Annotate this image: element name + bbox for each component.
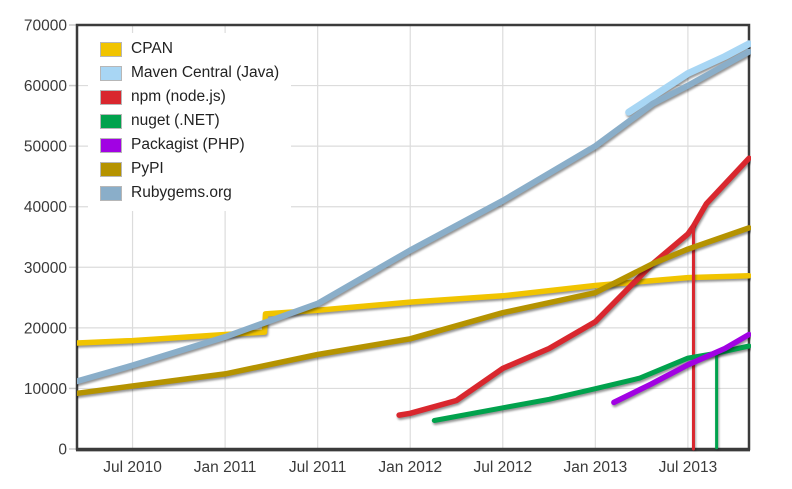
series-line-npm-node-js [396,155,751,418]
x-axis-tick-label: Jul 2012 [473,459,532,476]
legend: CPAN Maven Central (Java) npm (node.js) … [88,33,292,211]
cpan-swatch-icon [100,41,122,57]
rubygems-swatch-icon [100,185,122,201]
x-axis-tick-label: Jan 2012 [378,459,442,476]
y-axis-tick-label: 40000 [24,199,67,216]
legend-item-npm: npm (node.js) [100,85,279,109]
y-axis-tick-label: 70000 [24,18,67,35]
legend-label: Maven Central (Java) [131,64,280,81]
series-line-rubygems-org [77,48,751,385]
y-axis-tick-label: 20000 [24,320,67,337]
x-axis-tick-label: Jan 2013 [563,459,627,476]
y-axis-tick-label: 0 [58,442,67,459]
y-axis-tick-label: 60000 [24,78,67,95]
series-line-cpan [77,273,751,346]
legend-item-cpan: CPAN [100,37,279,61]
legend-item-pypi: PyPI [100,157,279,181]
legend-item-packagist: Packagist (PHP) [100,133,279,157]
legend-label: Packagist (PHP) [131,136,245,153]
legend-label: Rubygems.org [131,184,232,201]
series-group [77,40,751,451]
y-axis-tick-label: 30000 [24,260,67,277]
x-axis-tick-label: Jul 2010 [103,459,162,476]
nuget-swatch-icon [100,113,122,129]
legend-item-nuget: nuget (.NET) [100,109,279,133]
legend-item-maven: Maven Central (Java) [100,61,279,85]
pypi-swatch-icon [100,161,122,177]
legend-label: npm (node.js) [131,88,226,105]
y-axis-tick-label: 10000 [24,381,67,398]
npm-swatch-icon [100,89,122,105]
legend-label: PyPI [131,160,164,177]
x-axis-tick-label: Jul 2011 [289,459,346,476]
x-axis-tick-label: Jan 2011 [194,459,257,476]
series-line-packagist-php [611,331,751,406]
x-axis-tick-label: Jul 2013 [659,459,718,476]
series-line-maven-central-java [625,40,751,116]
legend-label: nuget (.NET) [131,112,220,129]
series-line-pypi [77,225,751,397]
legend-label: CPAN [131,40,173,57]
maven-swatch-icon [100,65,122,81]
axis-labels: 0 10000 20000 30000 40000 50000 60000 70000 Jul … [24,18,717,477]
legend-item-rubygems: Rubygems.org [100,181,279,205]
y-axis-tick-label: 50000 [24,139,67,156]
packagist-swatch-icon [100,137,122,153]
